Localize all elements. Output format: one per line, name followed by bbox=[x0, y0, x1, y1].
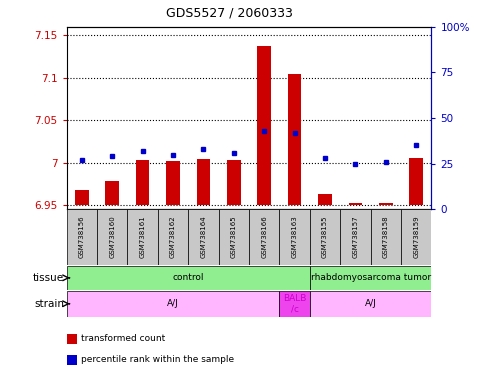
Text: GSM738157: GSM738157 bbox=[352, 216, 358, 258]
Bar bbox=[106, 181, 119, 205]
Text: GSM738166: GSM738166 bbox=[261, 216, 267, 258]
Bar bbox=[127, 209, 158, 265]
Bar bbox=[379, 204, 392, 205]
Bar bbox=[249, 209, 280, 265]
Text: percentile rank within the sample: percentile rank within the sample bbox=[81, 355, 235, 364]
Bar bbox=[227, 160, 241, 205]
Bar bbox=[75, 190, 89, 205]
Bar bbox=[158, 209, 188, 265]
Bar bbox=[401, 209, 431, 265]
Text: GSM738161: GSM738161 bbox=[140, 216, 145, 258]
Bar bbox=[310, 209, 340, 265]
Text: control: control bbox=[173, 273, 204, 282]
Text: GDS5527 / 2060333: GDS5527 / 2060333 bbox=[166, 6, 293, 19]
Bar bbox=[67, 266, 310, 290]
Bar bbox=[97, 209, 127, 265]
Text: GSM738162: GSM738162 bbox=[170, 216, 176, 258]
Bar bbox=[166, 161, 180, 205]
Text: GSM738160: GSM738160 bbox=[109, 216, 115, 258]
Text: A/J: A/J bbox=[167, 299, 179, 308]
Text: GSM738163: GSM738163 bbox=[291, 216, 298, 258]
Bar bbox=[218, 209, 249, 265]
Text: tissue: tissue bbox=[33, 273, 64, 283]
Text: GSM738156: GSM738156 bbox=[79, 216, 85, 258]
Text: GSM738165: GSM738165 bbox=[231, 216, 237, 258]
Bar bbox=[310, 266, 431, 290]
Text: transformed count: transformed count bbox=[81, 334, 166, 343]
Bar bbox=[288, 74, 301, 205]
Bar bbox=[257, 46, 271, 205]
Bar bbox=[67, 291, 280, 317]
Text: rhabdomyosarcoma tumor: rhabdomyosarcoma tumor bbox=[311, 273, 430, 282]
Bar bbox=[340, 209, 371, 265]
Bar bbox=[136, 160, 149, 205]
Text: strain: strain bbox=[34, 299, 64, 309]
Bar bbox=[371, 209, 401, 265]
Text: A/J: A/J bbox=[365, 299, 377, 308]
Bar bbox=[197, 159, 210, 205]
Bar bbox=[349, 204, 362, 205]
Bar bbox=[310, 291, 431, 317]
Bar bbox=[318, 194, 332, 205]
Text: GSM738159: GSM738159 bbox=[413, 216, 419, 258]
Bar bbox=[409, 157, 423, 205]
Text: GSM738164: GSM738164 bbox=[200, 216, 207, 258]
Bar bbox=[280, 291, 310, 317]
Bar bbox=[188, 209, 218, 265]
Text: GSM738155: GSM738155 bbox=[322, 216, 328, 258]
Bar bbox=[67, 209, 97, 265]
Text: BALB
/c: BALB /c bbox=[283, 294, 306, 313]
Text: GSM738158: GSM738158 bbox=[383, 216, 389, 258]
Bar bbox=[280, 209, 310, 265]
